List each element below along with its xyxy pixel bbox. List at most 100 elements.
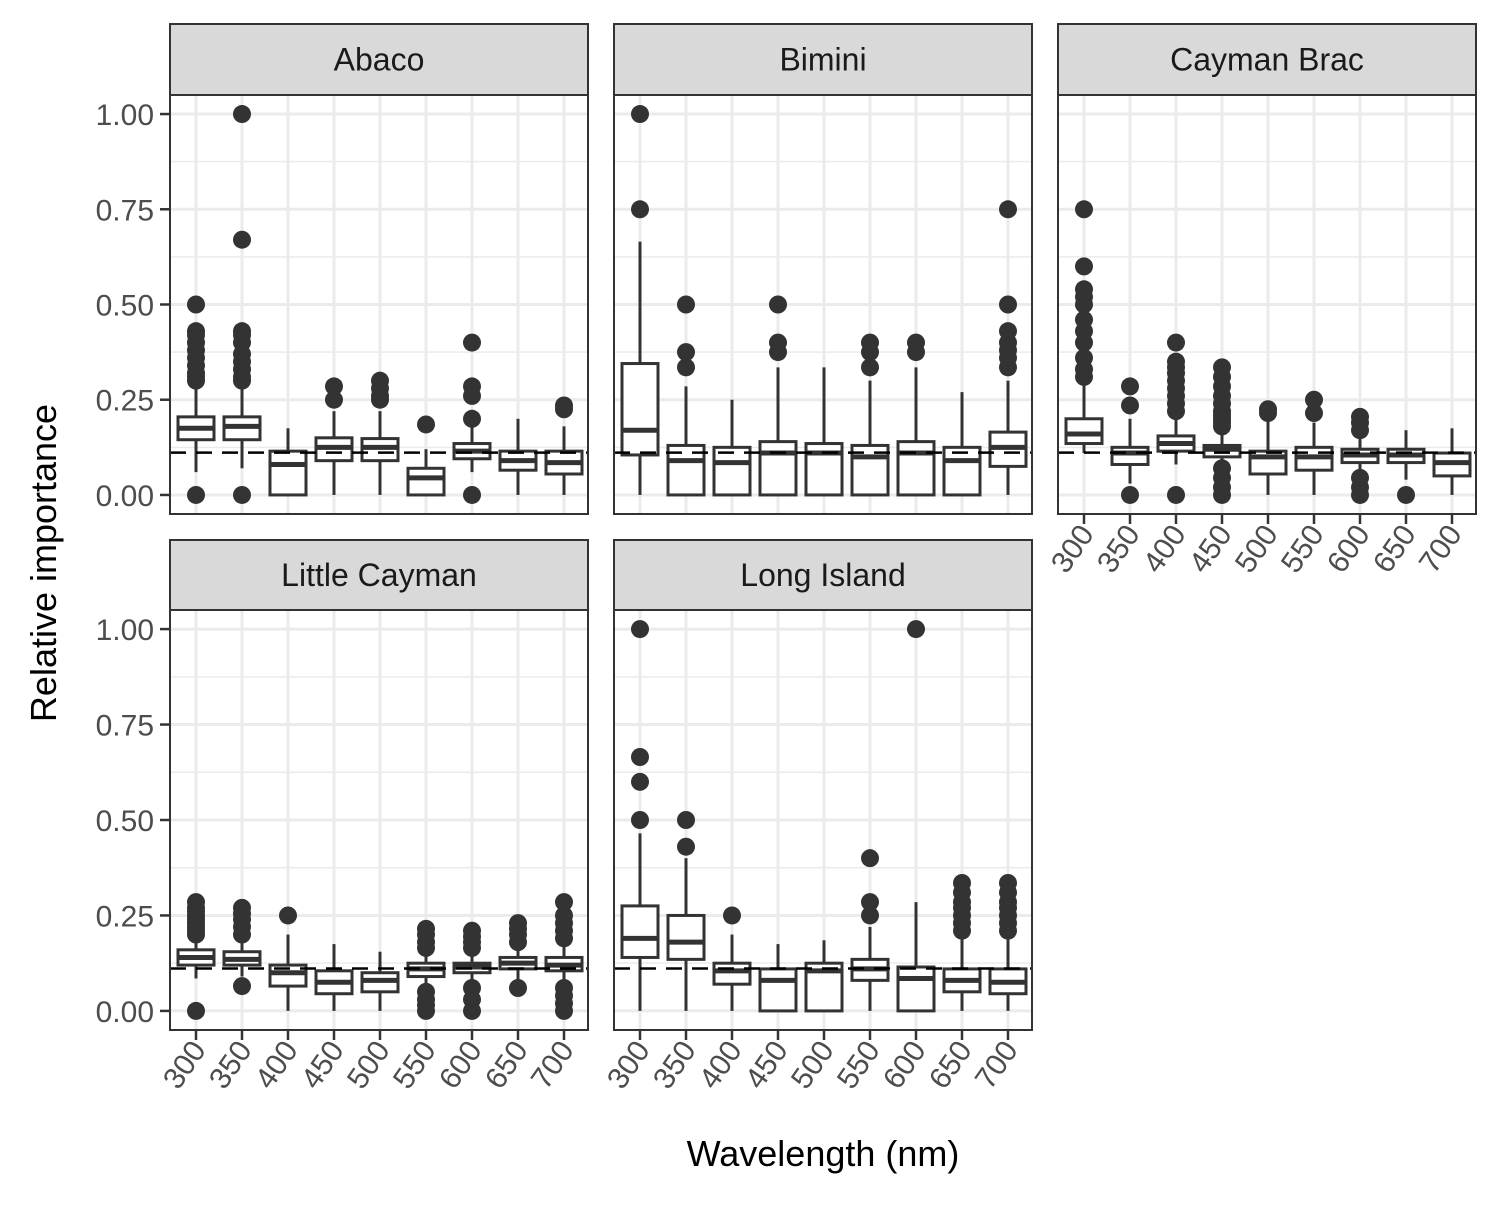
box-iqr [942,445,982,497]
x-tick-label: 650 [923,1035,979,1095]
outlier-point [1213,358,1231,377]
x-tick-label: 400 [693,1035,749,1095]
box-650 [942,392,982,497]
outlier-point [1351,468,1369,487]
x-tick-label: 450 [295,1035,351,1095]
outlier-point [325,390,343,409]
outlier-point [769,333,787,352]
outlier-point [1167,485,1185,504]
y-tick-label: 0.00 [96,480,154,513]
outlier-point [555,979,573,997]
box-700 [988,200,1028,495]
box-iqr [406,466,446,497]
outlier-point [677,295,695,314]
x-tick-label: 350 [203,1035,259,1095]
y-tick-label: 0.75 [96,710,154,743]
x-tick-label: 550 [1275,519,1331,579]
box-500 [804,940,844,1013]
outlier-point [417,919,435,938]
outlier-point [463,485,481,504]
box-700 [544,396,584,495]
x-axis-title: Wavelength (nm) [687,1133,960,1174]
box-500 [1248,400,1288,495]
outlier-point [279,906,297,925]
outlier-point [233,898,251,917]
box-iqr [712,961,752,986]
outlier-point [1075,257,1093,276]
outlier-point [769,295,787,314]
x-tick-label: 650 [479,1035,535,1095]
outlier-point [999,322,1017,341]
outlier-point [233,485,251,504]
outlier-point [723,906,741,925]
facet-strip [169,539,589,611]
outlier-point [1075,348,1093,367]
outlier-point [325,377,343,396]
outlier-point [463,979,481,997]
box-300 [620,105,660,495]
box-600 [896,333,936,497]
outlier-point [1397,485,1415,504]
box-350 [222,898,262,996]
outlier-point [861,849,879,868]
x-tick-label: 350 [1091,519,1147,579]
y-tick-label: 0.00 [96,996,154,1029]
outlier-point [1305,404,1323,423]
x-tick-label: 400 [249,1035,305,1095]
outlier-point [677,837,695,856]
y-tick-label: 0.25 [96,900,154,933]
outlier-point [861,333,879,352]
outlier-point [631,772,649,791]
outlier-point [417,982,435,1001]
outlier-point [999,200,1017,219]
box-300 [1064,200,1104,454]
box-700 [1432,428,1472,495]
box-iqr [758,967,798,1013]
facet-strip-label: Cayman Brac [1170,42,1364,78]
outlier-point [187,893,205,912]
panel-bimini: Bimini [613,23,1033,515]
outlier-point [631,200,649,219]
outlier-point [631,105,649,124]
box-400 [1156,333,1196,504]
box-iqr [758,440,798,497]
outlier-point [1121,396,1139,415]
outlier-point [907,620,925,639]
outlier-point [1167,352,1185,371]
outlier-point [861,358,879,377]
outlier-point [187,322,205,341]
panel-little-cayman: Little Cayman0.000.250.500.751.003003504… [96,539,589,1095]
y-tick-label: 1.00 [96,614,154,647]
outlier-point [1075,200,1093,219]
box-iqr [620,904,660,959]
box-500 [360,951,400,1011]
x-tick-label: 700 [969,1035,1025,1095]
outlier-point [555,893,573,912]
box-iqr [712,445,752,497]
y-tick-label: 0.50 [96,290,154,323]
box-400 [712,906,752,1011]
outlier-point [631,620,649,639]
outlier-point [509,914,527,933]
y-tick-label: 0.25 [96,385,154,418]
outlier-point [677,343,695,362]
outlier-point [463,333,481,352]
box-700 [544,893,584,1020]
box-iqr [896,440,936,497]
x-tick-label: 550 [831,1035,887,1095]
x-tick-label: 300 [157,1035,213,1095]
x-tick-label: 600 [433,1035,489,1095]
outlier-point [953,874,971,892]
outlier-point [233,105,251,124]
x-tick-label: 600 [1321,519,1377,579]
box-350 [666,811,706,1011]
outlier-point [677,811,695,829]
x-tick-label: 500 [1229,519,1285,579]
outlier-point [1213,459,1231,478]
outlier-point [999,874,1017,892]
facet-strip-label: Bimini [779,42,866,78]
box-300 [176,295,216,504]
outlier-point [861,906,879,925]
outlier-point [187,1001,205,1020]
